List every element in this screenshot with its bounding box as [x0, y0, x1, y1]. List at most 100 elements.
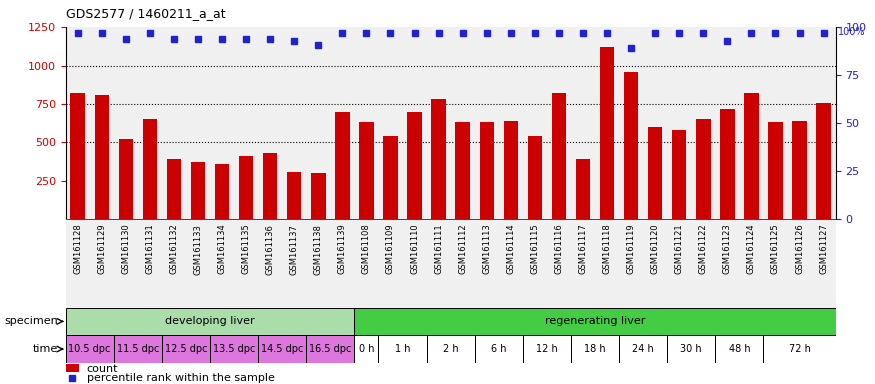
Text: GSM161131: GSM161131: [145, 223, 154, 275]
Text: 100%: 100%: [838, 27, 866, 37]
Bar: [571, 335, 620, 363]
Bar: [360, 122, 374, 219]
Text: GSM161133: GSM161133: [193, 223, 202, 275]
Text: GSM161112: GSM161112: [458, 223, 467, 274]
Bar: [66, 364, 79, 372]
Bar: [331, 219, 354, 308]
Bar: [595, 219, 619, 308]
Bar: [90, 219, 114, 308]
Bar: [215, 164, 229, 219]
Bar: [668, 335, 716, 363]
Text: 0 h: 0 h: [359, 344, 374, 354]
Text: 18 h: 18 h: [584, 344, 605, 354]
Text: 10.5 dpc: 10.5 dpc: [68, 344, 111, 354]
Text: GSM161126: GSM161126: [795, 223, 804, 275]
Bar: [306, 335, 354, 363]
Bar: [306, 219, 331, 308]
Bar: [431, 99, 446, 219]
Bar: [66, 219, 90, 308]
Text: GSM161125: GSM161125: [771, 223, 780, 274]
Bar: [576, 159, 591, 219]
Text: 6 h: 6 h: [491, 344, 507, 354]
Text: GSM161117: GSM161117: [578, 223, 587, 275]
Bar: [287, 172, 301, 219]
Text: GSM161119: GSM161119: [626, 223, 635, 274]
Bar: [504, 121, 518, 219]
Bar: [408, 112, 422, 219]
Text: GSM161114: GSM161114: [507, 223, 515, 274]
Text: 30 h: 30 h: [681, 344, 702, 354]
Text: GSM161123: GSM161123: [723, 223, 732, 275]
Text: GSM161130: GSM161130: [122, 223, 130, 275]
Bar: [263, 153, 277, 219]
Text: GSM161138: GSM161138: [314, 223, 323, 275]
Bar: [716, 335, 763, 363]
Bar: [258, 335, 306, 363]
Text: GSM161120: GSM161120: [651, 223, 660, 274]
Bar: [763, 335, 836, 363]
Bar: [691, 219, 716, 308]
Bar: [186, 219, 210, 308]
Bar: [239, 156, 254, 219]
Text: GSM161122: GSM161122: [699, 223, 708, 274]
Text: 1 h: 1 h: [395, 344, 410, 354]
Bar: [600, 47, 614, 219]
Bar: [258, 219, 282, 308]
Bar: [668, 219, 691, 308]
Bar: [402, 219, 427, 308]
Bar: [379, 219, 402, 308]
Bar: [499, 219, 523, 308]
Text: GSM161136: GSM161136: [266, 223, 275, 275]
Bar: [745, 93, 759, 219]
Bar: [793, 121, 807, 219]
Text: 72 h: 72 h: [788, 344, 810, 354]
Bar: [210, 335, 258, 363]
Text: 48 h: 48 h: [729, 344, 750, 354]
Bar: [523, 335, 571, 363]
Bar: [523, 219, 547, 308]
Text: 12.5 dpc: 12.5 dpc: [164, 344, 207, 354]
Bar: [162, 219, 186, 308]
Text: GDS2577 / 1460211_a_at: GDS2577 / 1460211_a_at: [66, 7, 225, 20]
Text: developing liver: developing liver: [165, 316, 255, 326]
Bar: [143, 119, 158, 219]
Bar: [114, 335, 162, 363]
Bar: [167, 159, 181, 219]
Bar: [427, 219, 451, 308]
Text: GSM161124: GSM161124: [747, 223, 756, 274]
Text: GSM161115: GSM161115: [530, 223, 539, 274]
Text: 16.5 dpc: 16.5 dpc: [309, 344, 352, 354]
Bar: [282, 219, 306, 308]
Bar: [94, 95, 109, 219]
Text: GSM161109: GSM161109: [386, 223, 395, 274]
Bar: [763, 219, 788, 308]
Bar: [312, 173, 326, 219]
Bar: [812, 219, 836, 308]
Text: GSM161129: GSM161129: [97, 223, 106, 274]
Text: GSM161139: GSM161139: [338, 223, 346, 275]
Bar: [114, 219, 138, 308]
Text: 14.5 dpc: 14.5 dpc: [261, 344, 304, 354]
Text: percentile rank within the sample: percentile rank within the sample: [87, 373, 275, 383]
Bar: [354, 219, 379, 308]
Bar: [571, 219, 595, 308]
Bar: [191, 162, 206, 219]
Bar: [768, 122, 783, 219]
Bar: [451, 219, 475, 308]
Text: GSM161128: GSM161128: [74, 223, 82, 275]
Text: GSM161118: GSM161118: [603, 223, 612, 275]
Bar: [624, 72, 639, 219]
Bar: [354, 308, 836, 335]
Bar: [672, 130, 687, 219]
Bar: [788, 219, 812, 308]
Bar: [643, 219, 668, 308]
Text: GSM161127: GSM161127: [819, 223, 828, 275]
Text: GSM161134: GSM161134: [218, 223, 227, 275]
Bar: [648, 127, 662, 219]
Bar: [138, 219, 162, 308]
Text: GSM161113: GSM161113: [482, 223, 491, 275]
Bar: [379, 335, 427, 363]
Text: GSM161121: GSM161121: [675, 223, 683, 274]
Bar: [696, 119, 710, 219]
Text: GSM161111: GSM161111: [434, 223, 443, 274]
